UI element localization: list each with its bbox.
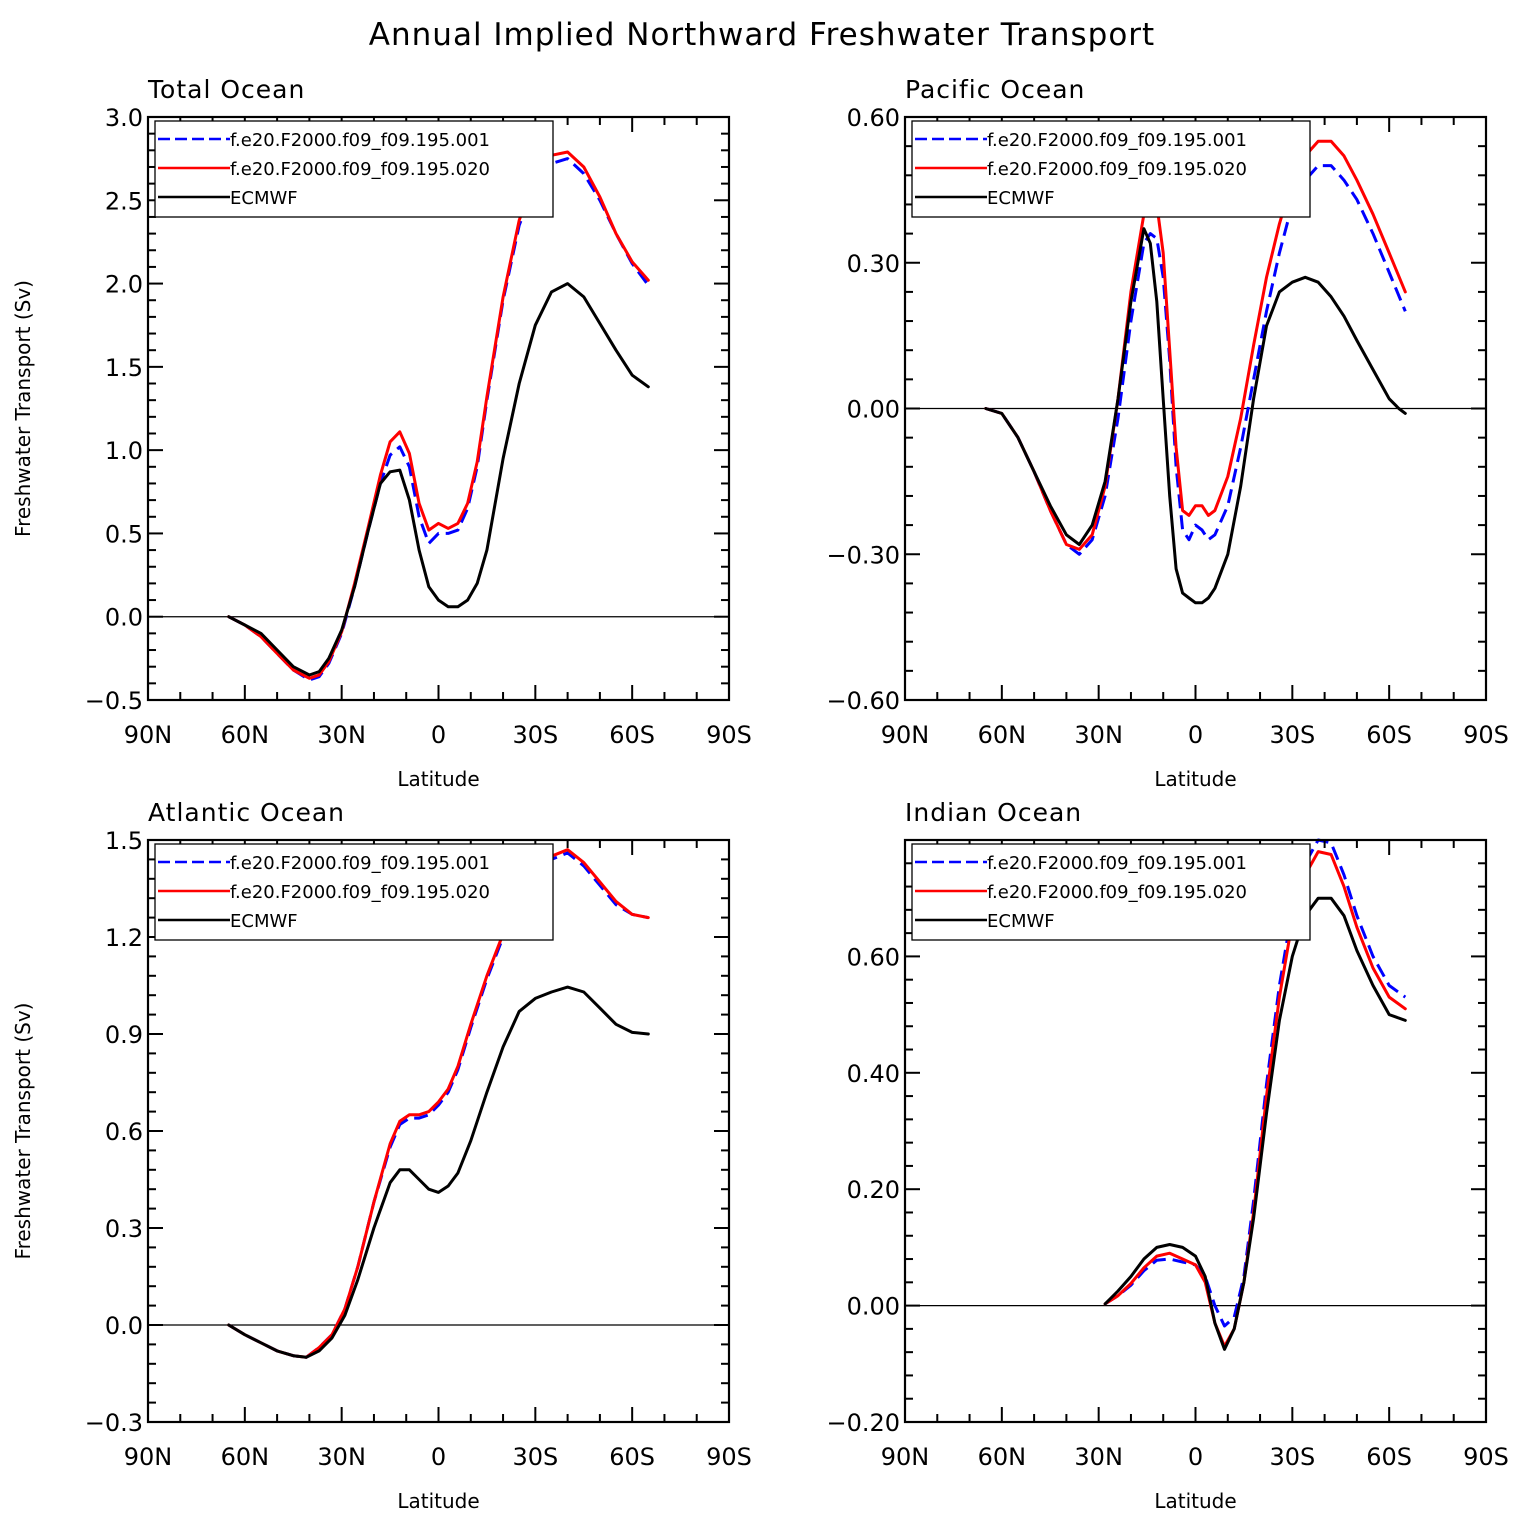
y-tick-label: 2.0 — [105, 271, 143, 299]
x-tick-label: 90N — [124, 721, 173, 749]
y-tick-label: 0.30 — [847, 250, 900, 278]
panel-title: Pacific Ocean — [905, 75, 1085, 104]
x-tick-label: 60N — [978, 1443, 1027, 1471]
legend-label-3: ECMWF — [987, 911, 1055, 932]
y-tick-label: 1.5 — [105, 827, 143, 855]
legend-label-2: f.e20.F2000.f09_f09.195.020 — [230, 159, 490, 180]
series-line-3 — [227, 282, 650, 677]
y-tick-label: −0.3 — [85, 1409, 143, 1437]
y-tick-label: 0.9 — [105, 1021, 143, 1049]
panel-indian: Indian Ocean 90N 60N 30N 0 30S 60S 90S −0.20 0.00… — [826, 798, 1508, 1513]
legend-label-1: f.e20.F2000.f09_f09.195.001 — [987, 853, 1247, 874]
y-tick-label: 0.6 — [105, 1118, 143, 1146]
series-line-2 — [227, 150, 650, 680]
y-tick-label: 0.5 — [105, 520, 143, 548]
panel-title: Indian Ocean — [905, 798, 1082, 827]
y-tick-label: −0.30 — [826, 541, 900, 569]
series-line-3 — [984, 227, 1407, 605]
y-tick-label: −0.5 — [85, 687, 143, 715]
x-tick-label: 90N — [881, 1443, 930, 1471]
legend: f.e20.F2000.f09_f09.195.001 f.e20.F2000.f… — [154, 120, 554, 218]
x-tick-label: 90S — [706, 1443, 752, 1471]
panel-total: Total Ocean 90N 60N 30N 0 30S 60S 90S −0.5 0.0 0.5… — [11, 75, 752, 791]
x-tick-label: 0 — [1188, 1443, 1203, 1471]
series-line-1 — [1104, 838, 1407, 1328]
legend: f.e20.F2000.f09_f09.195.001 f.e20.F2000.f… — [911, 120, 1311, 218]
x-tick-label: 30N — [1074, 1443, 1123, 1471]
x-tick-label: 0 — [1188, 721, 1203, 749]
y-tick-label: 0.3 — [105, 1215, 143, 1243]
y-tick-label: 0.60 — [847, 943, 900, 971]
x-tick-label: 60N — [221, 721, 270, 749]
x-tick-label: 60S — [1366, 1443, 1412, 1471]
panel-atlantic: Atlantic Ocean 90N 60N 30N 0 30S 60S 90S −0.3 0.0… — [11, 798, 752, 1513]
y-tick-label: 0.00 — [847, 1293, 900, 1321]
y-tick-label: 2.5 — [105, 187, 143, 215]
y-tick-label: 0.20 — [847, 1176, 900, 1204]
y-tick-label: 1.5 — [105, 354, 143, 382]
y-tick-label: 0.00 — [847, 396, 900, 424]
x-tick-label: 0 — [431, 1443, 446, 1471]
legend-label-1: f.e20.F2000.f09_f09.195.001 — [987, 130, 1247, 151]
x-tick-label: 30N — [1074, 721, 1123, 749]
x-axis-label: Latitude — [1154, 1489, 1236, 1513]
legend-label-1: f.e20.F2000.f09_f09.195.001 — [230, 853, 490, 874]
x-tick-label: 90N — [124, 1443, 173, 1471]
x-tick-label: 30S — [1269, 721, 1315, 749]
x-axis-label: Latitude — [397, 767, 479, 791]
y-tick-label: 0.0 — [105, 1312, 143, 1340]
legend-label-3: ECMWF — [987, 188, 1055, 209]
x-axis-label: Latitude — [397, 1489, 479, 1513]
series-line-1 — [228, 157, 650, 682]
legend: f.e20.F2000.f09_f09.195.001 f.e20.F2000.f… — [911, 843, 1311, 941]
x-tick-label: 60N — [221, 1443, 270, 1471]
legend-box — [911, 843, 1311, 941]
y-tick-label: 0.60 — [847, 104, 900, 132]
x-tick-label: 90S — [706, 721, 752, 749]
series-line-1 — [985, 164, 1407, 556]
panel-pacific: Pacific Ocean 90N 60N 30N 0 30S 60S 90S −0.60 −0.… — [826, 75, 1508, 791]
x-tick-label: 60S — [609, 1443, 655, 1471]
legend-label-2: f.e20.F2000.f09_f09.195.020 — [987, 159, 1247, 180]
y-tick-label: 3.0 — [105, 104, 143, 132]
x-tick-label: 90S — [1463, 721, 1509, 749]
x-axis-label: Latitude — [1154, 767, 1236, 791]
x-tick-label: 0 — [431, 721, 446, 749]
x-tick-label: 90N — [881, 721, 930, 749]
legend-label-3: ECMWF — [230, 911, 298, 932]
x-tick-label: 30N — [317, 721, 366, 749]
x-tick-label: 30N — [317, 1443, 366, 1471]
panels: Total Ocean 90N 60N 30N 0 30S 60S 90S −0.5 0.0 0.5… — [11, 75, 1509, 1513]
x-tick-label: 30S — [1269, 1443, 1315, 1471]
y-tick-label: 0.0 — [105, 604, 143, 632]
panel-title: Atlantic Ocean — [148, 798, 345, 827]
series-line-2 — [984, 139, 1407, 551]
legend-label-2: f.e20.F2000.f09_f09.195.020 — [987, 882, 1247, 903]
y-tick-label: 1.0 — [105, 437, 143, 465]
x-tick-label: 90S — [1463, 1443, 1509, 1471]
x-tick-label: 60S — [609, 721, 655, 749]
legend: f.e20.F2000.f09_f09.195.001 f.e20.F2000.f… — [154, 843, 554, 941]
y-tick-label: 1.2 — [105, 924, 143, 952]
y-axis-label: Freshwater Transport (Sv) — [11, 280, 35, 537]
panel-title: Total Ocean — [147, 75, 305, 104]
y-axis-label: Freshwater Transport (Sv) — [11, 1003, 35, 1260]
legend-label-2: f.e20.F2000.f09_f09.195.020 — [230, 882, 490, 903]
y-tick-label: 0.40 — [847, 1060, 900, 1088]
series-line-3 — [1103, 896, 1407, 1351]
x-tick-label: 60N — [978, 721, 1027, 749]
legend-label-1: f.e20.F2000.f09_f09.195.001 — [230, 130, 490, 151]
legend-label-3: ECMWF — [230, 188, 298, 209]
y-tick-label: −0.20 — [826, 1409, 900, 1437]
y-tick-label: −0.60 — [826, 687, 900, 715]
figure-title: Annual Implied Northward Freshwater Tran… — [369, 17, 1155, 53]
x-tick-label: 60S — [1366, 721, 1412, 749]
series-line-3 — [227, 985, 650, 1359]
x-tick-label: 30S — [512, 721, 558, 749]
x-tick-label: 30S — [512, 1443, 558, 1471]
